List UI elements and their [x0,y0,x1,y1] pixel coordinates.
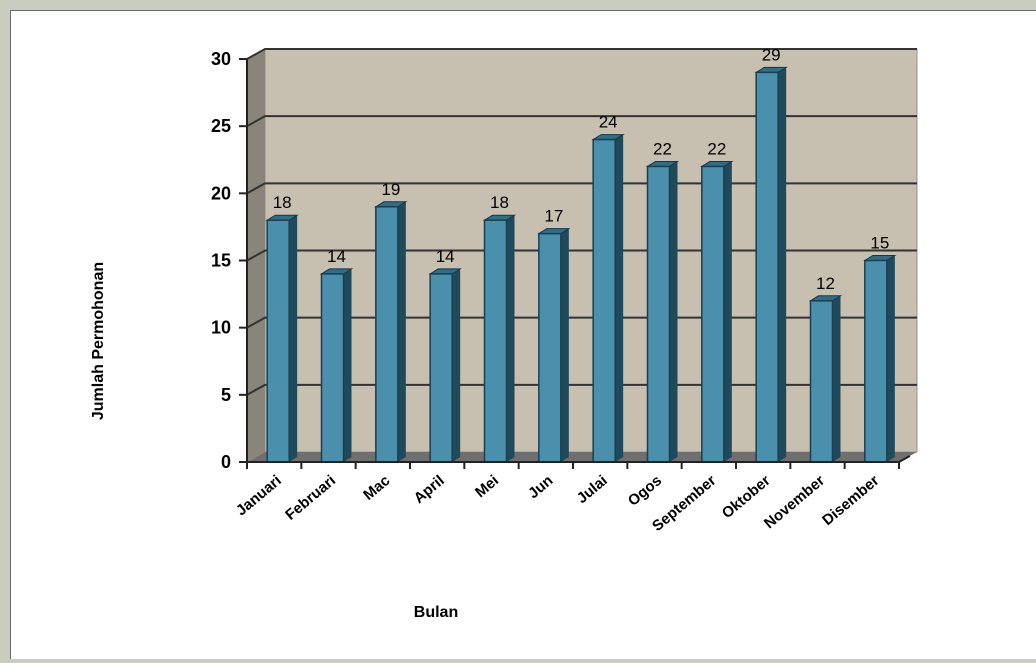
bar-side [506,215,515,462]
bar-side [452,268,461,462]
bar-side [778,67,787,462]
data-label: 12 [816,274,835,293]
y-tick-labels: 0 5 10 15 20 25 30 [211,49,231,472]
bar [863,255,897,463]
bar-front [701,165,725,463]
y-tick-label: 15 [211,251,231,271]
data-label: 14 [327,247,346,266]
y-tick-label: 5 [221,385,231,405]
bar [645,160,680,463]
floor [247,452,917,462]
bar [265,214,299,463]
x-tick-label: Mac [360,472,393,504]
bar [482,214,517,463]
bar-front [592,138,616,463]
data-label: 19 [381,180,400,199]
bar-front [538,232,562,463]
y-tick-label: 25 [211,116,231,136]
y-tick-label: 20 [211,183,231,203]
gridline [246,182,917,195]
gridline [246,115,917,128]
bar [808,295,843,463]
bar-front [755,71,779,463]
bar-side [560,228,569,462]
gridline [246,316,917,329]
bar-side [723,161,732,462]
bar [591,134,625,463]
data-label: 18 [490,193,509,212]
gridlines [246,48,917,396]
bar-side [832,295,841,462]
data-label: 18 [273,193,292,212]
x-tick-label: April [411,472,448,507]
x-tick-label: Julai [574,472,611,507]
gridline [246,48,917,60]
bars [265,66,897,463]
x-tick-label: Februari [282,472,339,524]
bar [537,228,571,463]
bar-front [809,300,834,463]
bar [700,160,734,463]
axes [239,58,911,469]
bar [428,268,462,463]
bar-front [864,259,888,463]
data-label: 14 [436,247,455,266]
x-tick-label: Jun [525,472,556,502]
bar [374,201,408,463]
data-labels: 18 14 19 14 18 17 24 22 22 29 12 15 [273,45,890,292]
bar-front [646,165,671,463]
data-label: 22 [707,139,726,158]
x-axis-end [898,455,911,463]
y-tick-label: 10 [211,318,231,338]
chart-frame: 0 5 10 15 20 25 30 Januari Februari Mac April Mei J… [10,10,1036,659]
bar-front [375,206,399,463]
x-axis-label: Bulan [414,604,458,621]
bar-front [266,219,290,463]
bar-front [320,273,345,463]
y-tick-label: 0 [221,452,231,472]
x-tick-label: Januari [233,472,285,519]
bar-side [397,201,406,462]
bar-side [289,215,298,462]
y-tick-label: 30 [211,49,231,69]
y-axis-label: Jumlah Permohonan [90,262,107,420]
bar-side [886,255,895,462]
bar [319,268,354,463]
gridline [246,383,917,396]
bar-front [429,273,453,463]
data-label: 24 [599,113,618,132]
bar-side [343,268,352,462]
x-tick-label: Ogos [625,472,665,510]
data-label: 29 [762,45,781,64]
x-tick-label: November [761,472,828,532]
gridline [246,249,917,262]
bar-side [615,134,624,462]
data-label: 17 [544,207,563,226]
bar-side [669,161,678,462]
x-tick-label: Mei [472,472,502,501]
bar-front [483,219,508,463]
data-label: 15 [870,234,889,253]
bar [754,66,788,463]
data-label: 22 [653,139,672,158]
x-tick-label: Disember [819,472,882,529]
